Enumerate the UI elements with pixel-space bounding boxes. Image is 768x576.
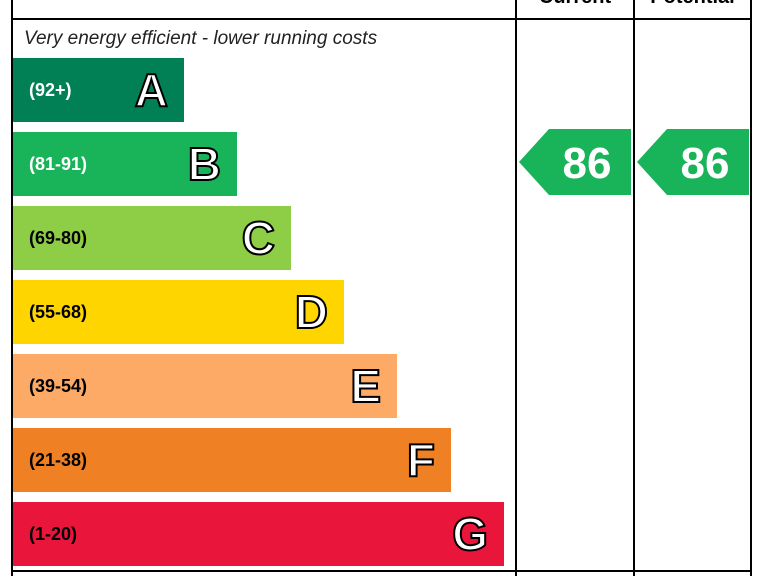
band-e: (39-54) E	[13, 354, 397, 418]
bottom-rule	[11, 570, 752, 572]
potential-arrow-shape	[637, 129, 749, 195]
band-letter: F	[406, 433, 436, 487]
band-range-label: (81-91)	[29, 154, 88, 174]
band-f: (21-38) F	[13, 428, 451, 492]
band-letter: E	[349, 359, 382, 413]
potential-header: Potential	[635, 0, 750, 8]
band-g: (1-20) G	[13, 502, 504, 566]
potential-rating-value: 86	[681, 139, 730, 188]
current-arrow-shape	[519, 129, 631, 195]
current-rating-value: 86	[563, 139, 612, 188]
potential-rating-arrow: 86	[637, 129, 749, 195]
band-range-label: (1-20)	[29, 524, 78, 544]
band-range-label: (55-68)	[29, 302, 88, 322]
left-border	[11, 0, 13, 576]
band-range-label: (69-80)	[29, 228, 88, 248]
band-letter: B	[187, 137, 222, 191]
current-rating-arrow: 86	[519, 129, 631, 195]
current-header: Current	[517, 0, 633, 8]
divider-current	[515, 0, 517, 576]
band-letter: C	[241, 211, 276, 265]
band-d: (55-68) D	[13, 280, 344, 344]
band-letter: A	[134, 63, 169, 117]
band-range-label: (21-38)	[29, 450, 88, 470]
band-range-label: (92+)	[29, 80, 72, 100]
header-rule	[11, 18, 752, 20]
divider-potential	[633, 0, 635, 576]
right-border	[750, 0, 752, 576]
band-range-label: (39-54)	[29, 376, 88, 396]
band-letter: D	[294, 285, 329, 339]
chart-caption: Very energy efficient - lower running co…	[24, 28, 378, 49]
band-c: (69-80) C	[13, 206, 291, 270]
band-a: (92+) A	[13, 58, 184, 122]
band-letter: G	[451, 507, 489, 561]
band-b: (81-91) B	[13, 132, 237, 196]
